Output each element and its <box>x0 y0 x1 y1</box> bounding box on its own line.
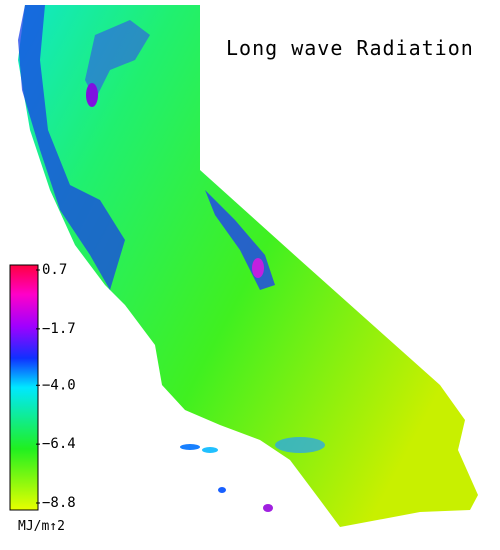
island <box>218 487 226 493</box>
colorbar-tick-label: −1.7 <box>42 321 76 337</box>
island <box>180 444 200 450</box>
island <box>202 447 218 453</box>
south-mountains <box>275 437 325 453</box>
map-title: Long wave Radiation <box>226 36 474 60</box>
sierra-peak <box>252 258 264 278</box>
colorbar-unit: MJ/m↑2 <box>18 519 65 534</box>
colorbar-tick-label: 0.7 <box>42 262 67 278</box>
north-highlands <box>85 20 150 100</box>
colorbar-tick-label: −6.4 <box>42 436 76 452</box>
high-spot <box>86 83 98 107</box>
island <box>263 504 273 512</box>
colorbar <box>9 264 39 511</box>
coastal-band <box>18 5 125 290</box>
colorbar-tick-label: −4.0 <box>42 377 76 393</box>
colorbar-tick-label: −8.8 <box>42 495 76 511</box>
state-map <box>18 5 478 527</box>
